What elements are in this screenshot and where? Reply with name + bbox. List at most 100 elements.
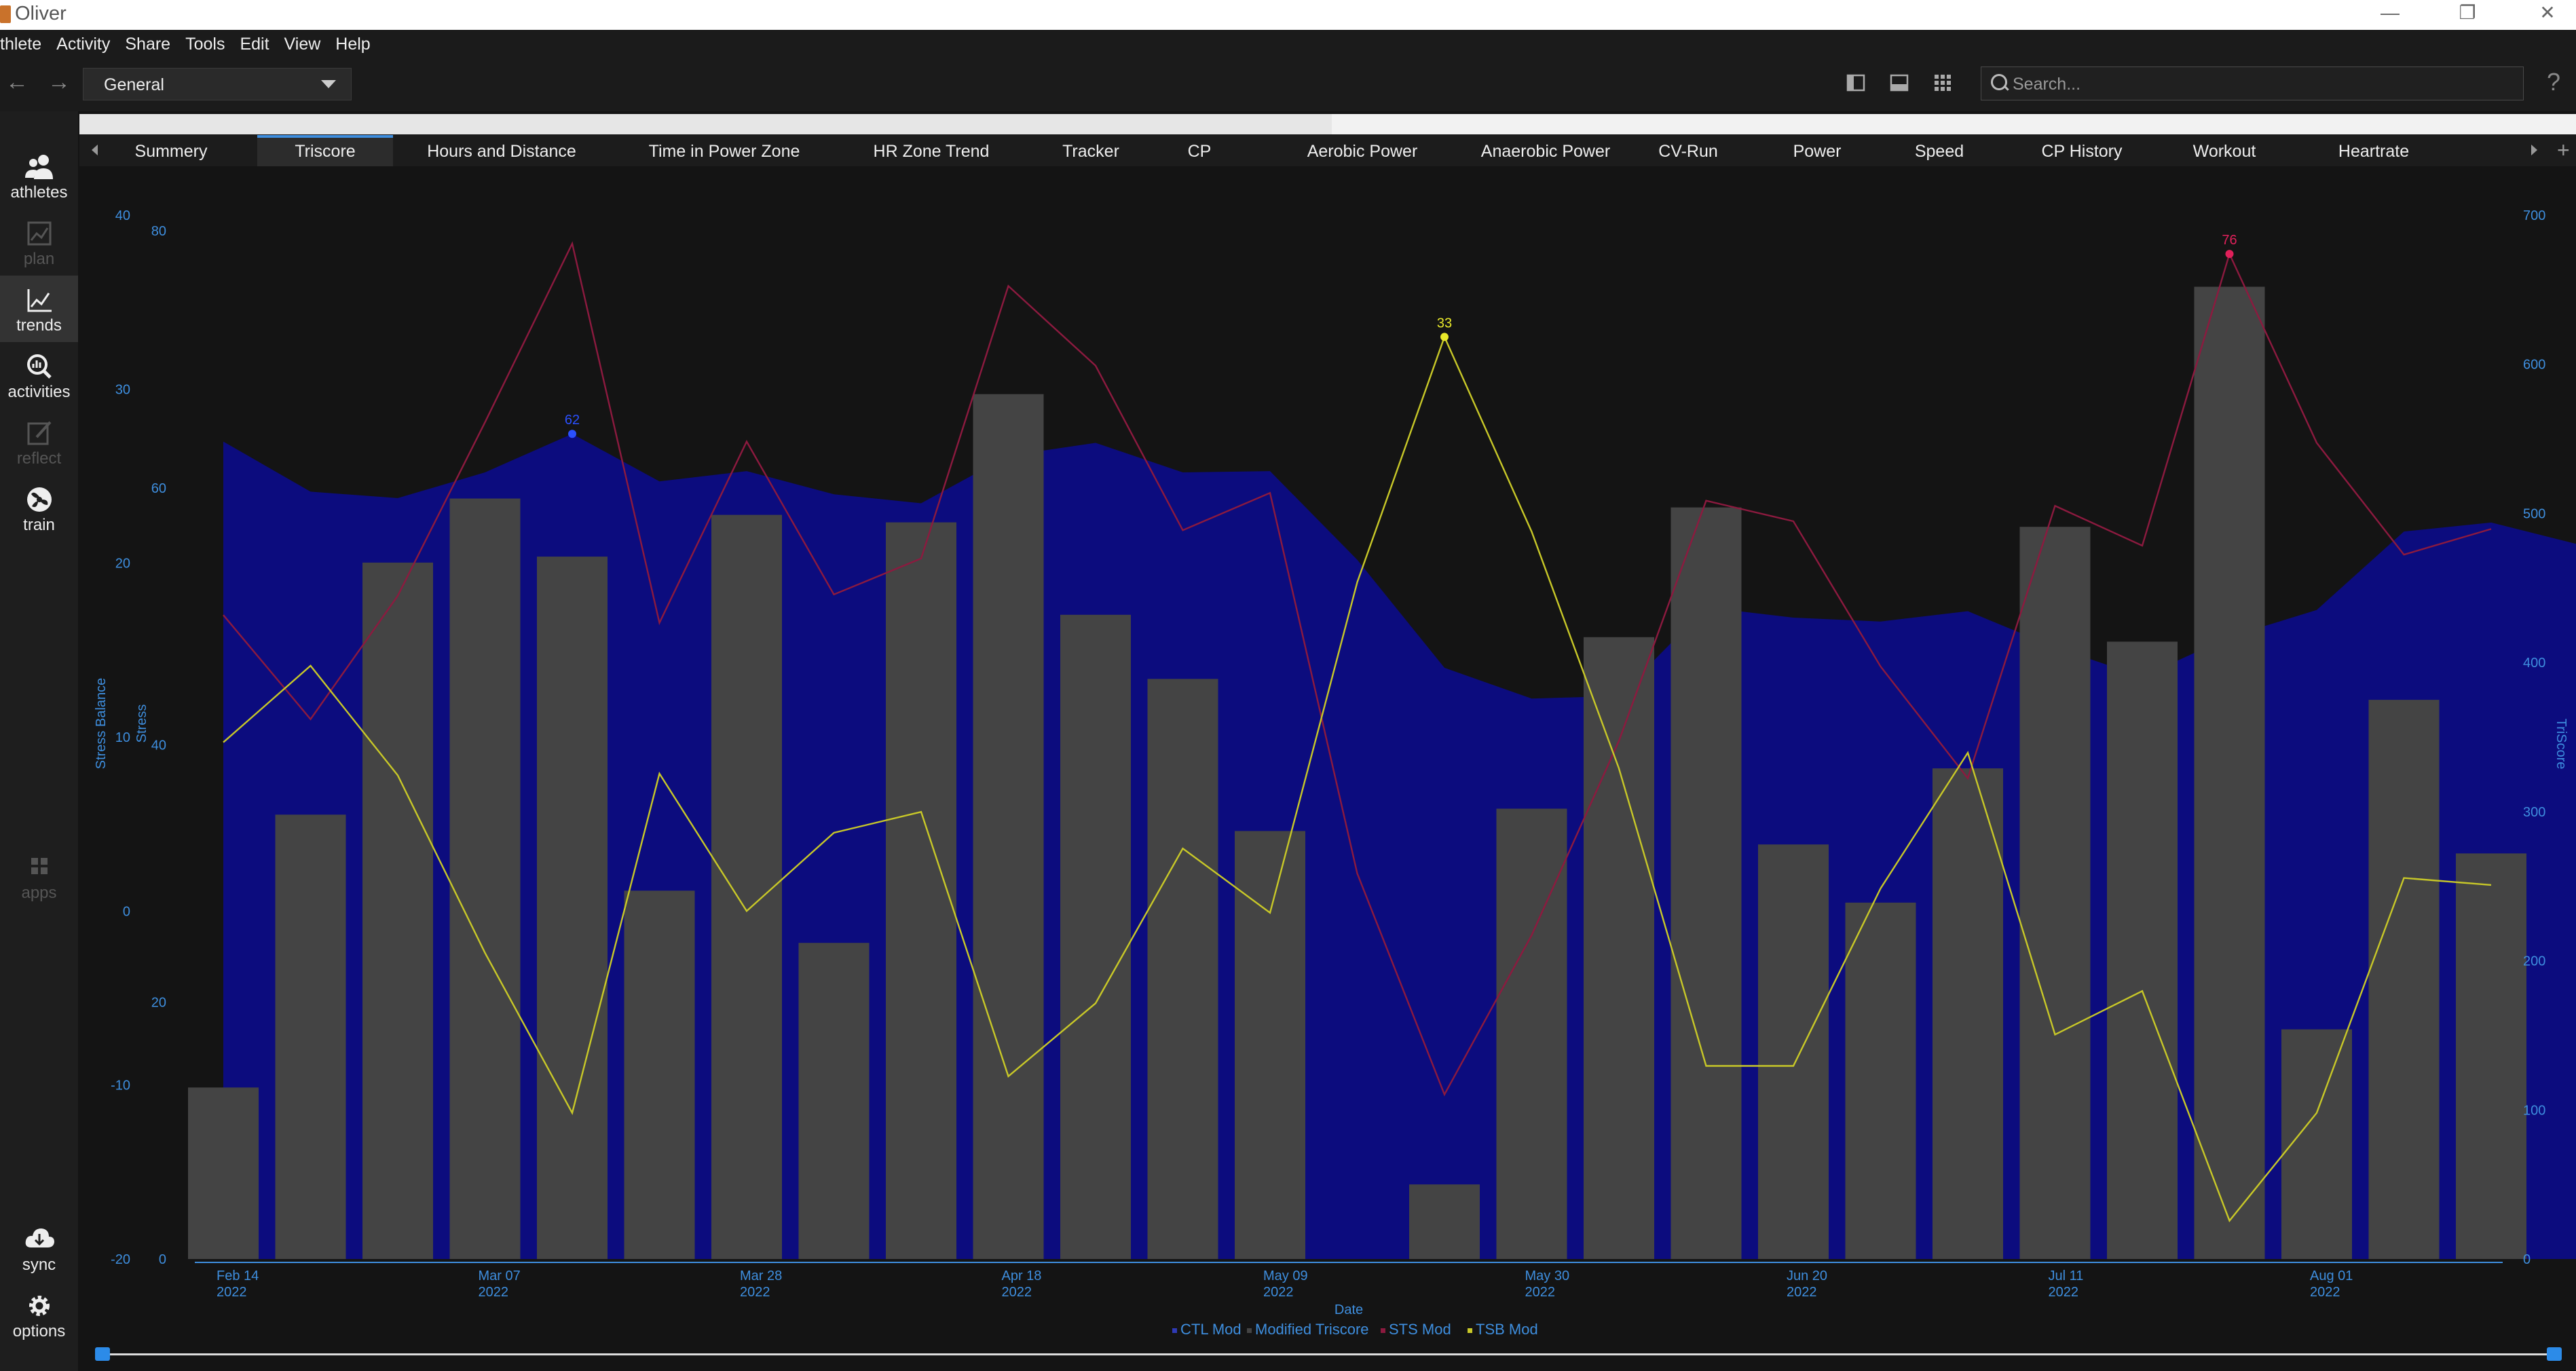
sidebar: athletes plan trends activities reflect …: [0, 111, 78, 1371]
tab-triscore[interactable]: Triscore: [257, 135, 393, 166]
stress-tick-label: 20: [151, 995, 166, 1010]
tab-hours-and-distance[interactable]: Hours and Distance: [427, 142, 576, 161]
tab-hr-zone-trend[interactable]: HR Zone Trend: [873, 142, 990, 161]
bottom-panel-icon[interactable]: [1890, 73, 1910, 92]
triscore-bar: [1845, 902, 1916, 1259]
back-arrow-icon[interactable]: ←: [5, 69, 29, 95]
tab-scroll-right-icon[interactable]: [2531, 145, 2537, 155]
sidebar-item-reflect: reflect: [0, 409, 78, 475]
slider-handle-end[interactable]: [2547, 1347, 2562, 1361]
search-icon: [1991, 74, 2007, 90]
options-icon: [29, 1296, 50, 1316]
view-select-value: General: [104, 75, 164, 94]
sidebar-item-sync[interactable]: sync: [0, 1215, 78, 1281]
stress-balance-tick-label: 10: [115, 730, 130, 745]
plan-icon: [27, 221, 51, 246]
sts-peak-label: 76: [2222, 233, 2237, 248]
triscore-chart[interactable]: 627633-20-100102030400204060800100200300…: [79, 167, 2576, 1348]
forward-arrow-icon[interactable]: →: [48, 69, 71, 95]
menu-tools[interactable]: Tools: [185, 35, 225, 54]
triscore-bar: [2019, 527, 2091, 1260]
stress-balance-tick-label: 20: [115, 557, 130, 571]
x-tick-year-label: 2022: [1002, 1285, 1032, 1300]
tab-scrollbar[interactable]: [79, 114, 2576, 134]
sidebar-toggle-icon[interactable]: [1846, 73, 1867, 92]
x-tick-label: Apr 18: [1002, 1269, 1042, 1283]
x-tick-year-label: 2022: [1787, 1285, 1817, 1300]
x-tick-label: Jul 11: [2049, 1269, 2084, 1283]
tab-cp[interactable]: CP: [1187, 142, 1212, 161]
menu-bar: thlete Activity Share Tools Edit View Help: [0, 30, 2576, 58]
legend-label: STS Mod: [1389, 1321, 1451, 1338]
stress-balance-tick-label: 40: [115, 208, 130, 223]
tab-cp-history[interactable]: CP History: [2041, 142, 2123, 161]
x-tick-label: May 09: [1263, 1269, 1308, 1283]
menu-view[interactable]: View: [284, 35, 321, 54]
menu-athlete[interactable]: thlete: [0, 35, 42, 54]
add-chart-icon[interactable]: +: [2557, 138, 2570, 162]
triscore-tick-label: 0: [2523, 1252, 2531, 1267]
sidebar-item-label: sync: [22, 1256, 56, 1274]
tab-anaerobic-power[interactable]: Anaerobic Power: [1480, 142, 1611, 161]
stress-balance-tick-label: -20: [111, 1252, 130, 1267]
search-input[interactable]: [2011, 73, 2503, 96]
reflect-icon: [27, 421, 51, 445]
triscore-tick-label: 700: [2523, 208, 2545, 223]
tab-scrollbar-thumb[interactable]: [79, 114, 1332, 134]
triscore-bar: [1060, 614, 1131, 1259]
sidebar-item-train[interactable]: train: [0, 475, 78, 542]
sidebar-item-activities[interactable]: activities: [0, 342, 78, 409]
stress-tick-label: 0: [159, 1252, 166, 1267]
sidebar-item-label: trends: [16, 316, 62, 335]
menu-share[interactable]: Share: [125, 35, 171, 54]
x-axis-title: Date: [1334, 1302, 1363, 1317]
slider-track: [95, 1353, 2559, 1355]
tab-summery[interactable]: Summery: [134, 142, 208, 161]
tsb-peak-marker: [1440, 333, 1449, 341]
menu-help[interactable]: Help: [335, 35, 371, 54]
x-tick-label: Jun 20: [1787, 1269, 1827, 1283]
triscore-tick-label: 500: [2523, 506, 2545, 521]
menu-edit[interactable]: Edit: [240, 35, 269, 54]
help-button[interactable]: ?: [2547, 68, 2561, 96]
triscore-bar: [537, 557, 608, 1259]
date-range-slider[interactable]: [95, 1347, 2562, 1361]
stress-balance-tick-label: -10: [111, 1078, 130, 1093]
menu-activity[interactable]: Activity: [56, 35, 111, 54]
tab-workout[interactable]: Workout: [2192, 142, 2256, 161]
sidebar-item-label: options: [12, 1322, 66, 1340]
tab-power[interactable]: Power: [1793, 142, 1842, 161]
sidebar-item-plan: plan: [0, 209, 78, 276]
tab-speed[interactable]: Speed: [1914, 142, 1964, 161]
minimize-icon[interactable]: —: [2381, 2, 2400, 23]
close-icon[interactable]: ✕: [2539, 2, 2556, 23]
triscore-bar: [1409, 1184, 1480, 1259]
restore-icon[interactable]: ❐: [2459, 2, 2476, 23]
train-icon: [26, 487, 52, 512]
slider-handle-start[interactable]: [95, 1347, 110, 1361]
triscore-bar: [1584, 637, 1654, 1259]
triscore-tick-label: 100: [2523, 1103, 2545, 1118]
view-select[interactable]: General: [83, 68, 352, 100]
sidebar-item-label: apps: [21, 884, 57, 902]
legend-label: CTL Mod: [1180, 1321, 1242, 1338]
search-box[interactable]: [1981, 67, 2524, 100]
triscore-bar: [973, 394, 1044, 1260]
tab-cv-run[interactable]: CV-Run: [1658, 142, 1718, 161]
triscore-bar: [711, 514, 782, 1259]
sidebar-item-trends[interactable]: trends: [0, 276, 78, 342]
stress-balance-tick-label: 0: [123, 904, 130, 919]
tab-tracker[interactable]: Tracker: [1062, 142, 1119, 161]
tab-heartrate[interactable]: Heartrate: [2338, 142, 2410, 161]
legend-swatch: [1172, 1328, 1177, 1333]
tab-time-in-power-zone[interactable]: Time in Power Zone: [648, 142, 800, 161]
tab-scroll-left-icon[interactable]: [92, 145, 98, 155]
sidebar-item-athletes[interactable]: athletes: [0, 143, 78, 209]
triscore-bar: [2456, 853, 2526, 1259]
x-tick-label: Mar 07: [479, 1269, 521, 1283]
sidebar-item-options[interactable]: options: [0, 1281, 78, 1348]
stress-balance-axis-title: Stress Balance: [94, 678, 109, 770]
triscore-bar: [2107, 641, 2178, 1259]
tab-aerobic-power[interactable]: Aerobic Power: [1307, 142, 1418, 161]
tile-view-icon[interactable]: [1933, 73, 1954, 92]
